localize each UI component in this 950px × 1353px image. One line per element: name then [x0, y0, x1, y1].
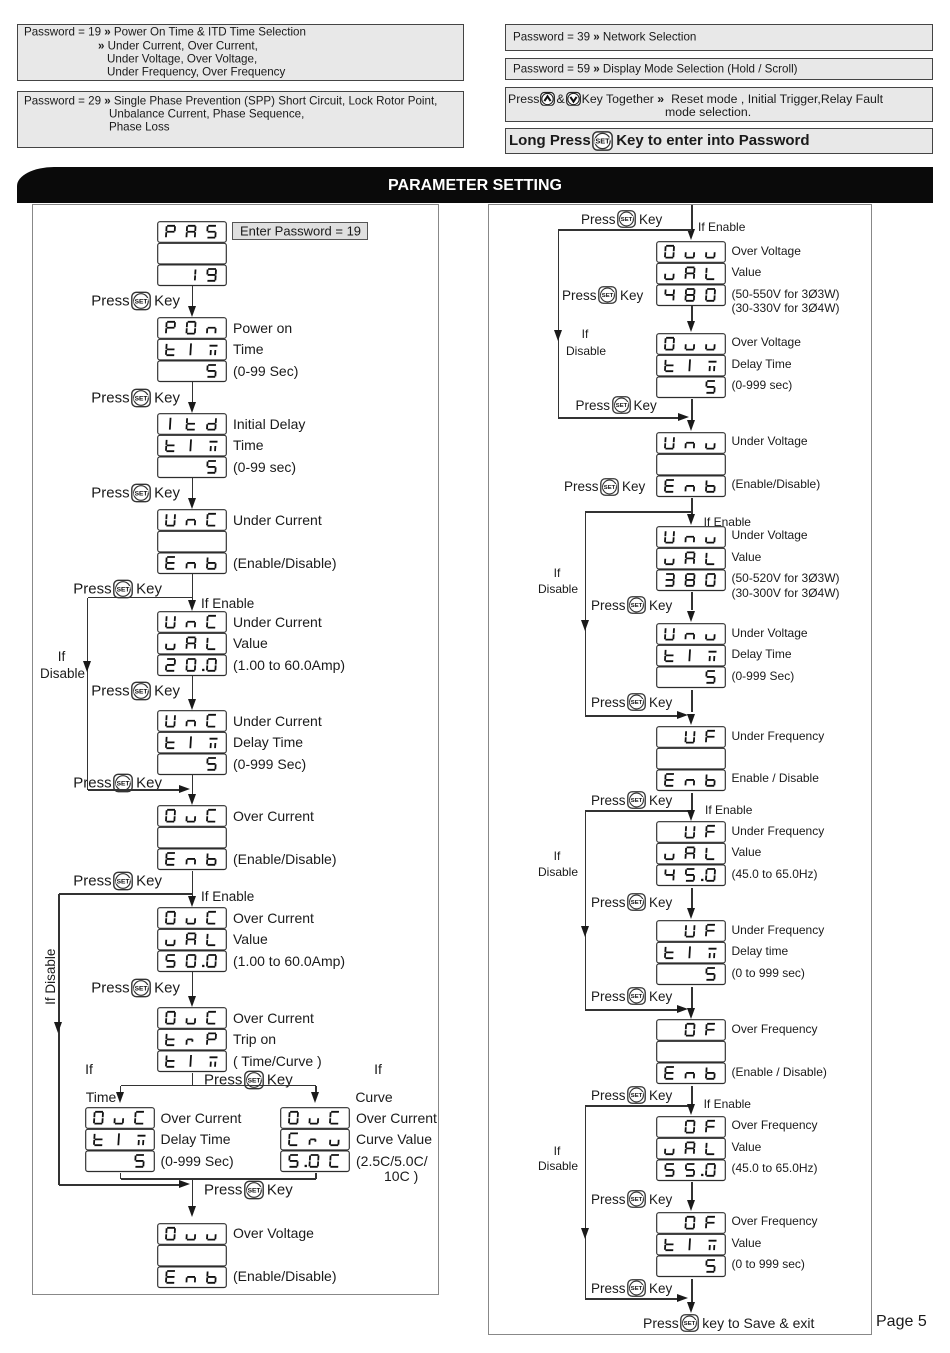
svg-text:SET: SET: [604, 485, 616, 491]
svg-text:SET: SET: [135, 298, 148, 305]
svg-text:SET: SET: [247, 1187, 260, 1194]
svg-text:SET: SET: [631, 1197, 643, 1203]
svg-text:SET: SET: [135, 395, 148, 402]
svg-text:SET: SET: [117, 780, 130, 787]
svg-text:SET: SET: [631, 994, 643, 1000]
svg-text:SET: SET: [684, 1321, 696, 1327]
svg-text:SET: SET: [135, 985, 148, 992]
svg-text:SET: SET: [631, 700, 643, 706]
svg-text:SET: SET: [247, 1077, 260, 1084]
svg-text:SET: SET: [615, 403, 627, 409]
svg-text:SET: SET: [631, 798, 643, 804]
svg-text:SET: SET: [135, 491, 148, 498]
svg-text:SET: SET: [602, 293, 614, 299]
svg-text:SET: SET: [631, 900, 643, 906]
svg-text:SET: SET: [621, 217, 633, 223]
svg-text:SET: SET: [631, 603, 643, 609]
svg-text:SET: SET: [596, 136, 611, 145]
svg-text:SET: SET: [631, 1286, 643, 1292]
svg-text:SET: SET: [117, 586, 130, 593]
svg-text:SET: SET: [135, 688, 148, 695]
svg-text:SET: SET: [117, 878, 130, 885]
svg-text:SET: SET: [631, 1093, 643, 1099]
